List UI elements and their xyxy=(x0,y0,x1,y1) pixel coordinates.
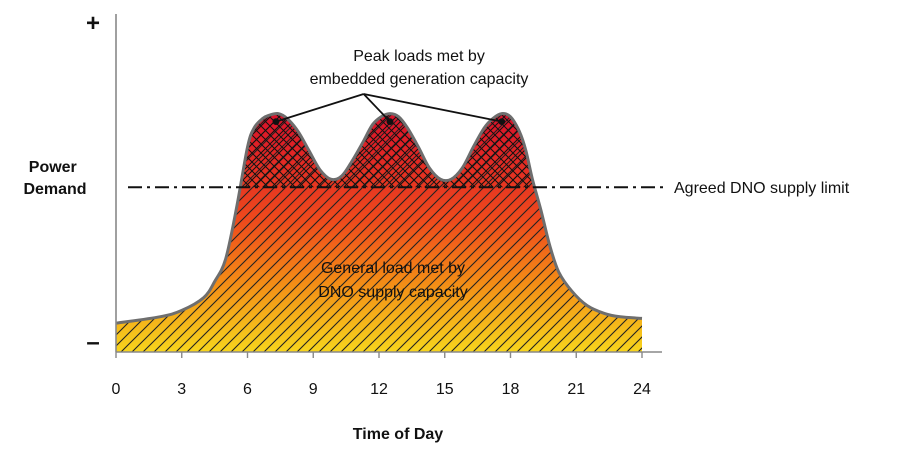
y-axis-minus-sign: – xyxy=(86,329,99,356)
x-tick-label: 12 xyxy=(370,381,388,398)
demand-curve xyxy=(115,111,643,325)
y-axis-label-line1: Power xyxy=(29,159,77,176)
general-load-label-line2: DNO supply capacity xyxy=(318,284,467,301)
y-axis-label-line2: Demand xyxy=(23,181,86,198)
peak-leader-line xyxy=(363,93,502,123)
general-load-label-line1: General load met by xyxy=(321,260,465,277)
y-axis-label: Power Demand xyxy=(23,159,86,198)
peak-leader-lines xyxy=(272,93,506,125)
x-tick-label: 9 xyxy=(309,381,318,398)
peak-marker-dot xyxy=(498,118,506,125)
peak-leader-line xyxy=(363,93,391,123)
x-axis-label: Time of Day xyxy=(353,426,444,443)
peak-marker-dot xyxy=(272,118,280,125)
peak-loads-label-line2: embedded generation capacity xyxy=(310,71,529,88)
x-tick-label: 15 xyxy=(436,381,454,398)
supply-limit-label: Agreed DNO supply limit xyxy=(674,180,850,197)
x-tick-label: 3 xyxy=(177,381,186,398)
peak-marker-dot xyxy=(386,118,394,125)
x-axis-ticks: 0 3 6 9 12 15 18 21 24 xyxy=(112,352,651,398)
x-tick-label: 0 xyxy=(112,381,121,398)
peak-loads-label-line1: Peak loads met by xyxy=(353,48,485,65)
x-tick-label: 24 xyxy=(633,381,651,398)
peak-leader-line xyxy=(275,93,364,123)
x-tick-label: 6 xyxy=(243,381,252,398)
y-axis-plus-sign: + xyxy=(86,10,100,37)
x-tick-label: 18 xyxy=(502,381,520,398)
x-tick-label: 21 xyxy=(567,381,585,398)
